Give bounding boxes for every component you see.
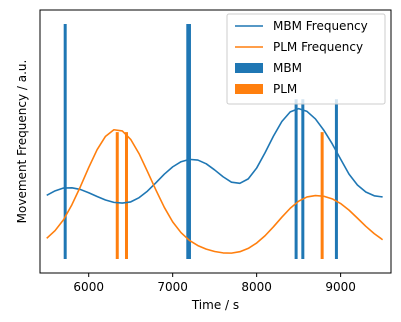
legend-items: MBM Frequency PLM Frequency MBM PLM [235, 19, 368, 96]
axes-frame [39, 9, 392, 274]
legend-swatch-patch [235, 84, 263, 94]
x-tick-label: 8000 [241, 280, 272, 294]
series-line-plm-frequency [46, 128, 384, 254]
legend-label: PLM Frequency [273, 40, 363, 54]
legend-label: MBM Frequency [273, 19, 368, 33]
series-line-mbm-frequency [46, 107, 383, 204]
x-tick-label: 7000 [157, 280, 188, 294]
plot-area [39, 9, 392, 274]
series-layer [46, 24, 384, 259]
y-axis-label: Movement Frequency / a.u. [15, 60, 29, 224]
x-axis-label: Time / s [191, 298, 239, 312]
legend-label: PLM [273, 82, 297, 96]
x-ticks: 6000 7000 8000 9000 [73, 273, 356, 294]
legend-swatch-patch [235, 63, 263, 73]
x-tick-label: 9000 [325, 280, 356, 294]
legend-box [226, 13, 386, 105]
legend-label: MBM [273, 61, 302, 75]
legend: MBM Frequency PLM Frequency MBM PLM [226, 13, 386, 105]
x-tick-label: 6000 [73, 280, 104, 294]
